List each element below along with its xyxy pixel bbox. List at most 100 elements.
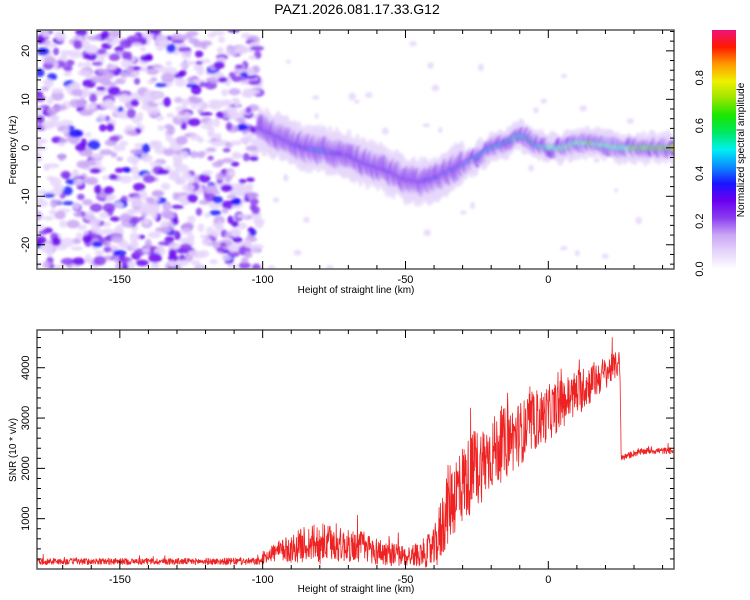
noise-blob — [168, 242, 181, 250]
spectrogram-marks — [37, 30, 674, 269]
noise-blob — [89, 93, 98, 103]
noise-blob — [231, 97, 240, 104]
noise-blob — [60, 170, 71, 179]
noise-blob — [614, 188, 619, 193]
noise-blob — [155, 82, 168, 88]
noise-blob — [130, 98, 140, 107]
colorbar-tick-label: 0.2 — [694, 214, 706, 229]
noise-blob — [59, 119, 74, 127]
noise-blob — [191, 97, 204, 104]
noise-blob — [77, 224, 88, 231]
noise-blob — [44, 56, 56, 65]
noise-blob — [237, 222, 248, 230]
noise-blob — [37, 137, 44, 144]
noise-blob — [102, 202, 116, 213]
noise-blob — [235, 64, 244, 70]
noise-blob — [230, 161, 240, 167]
noise-blob — [427, 62, 434, 69]
noise-blob — [207, 155, 214, 161]
noise-blob — [230, 229, 240, 238]
noise-blob — [219, 100, 232, 107]
noise-blob — [45, 163, 60, 169]
noise-blob — [82, 198, 93, 206]
noise-blob — [209, 259, 218, 265]
noise-blob — [59, 220, 68, 228]
noise-blob — [218, 36, 226, 43]
noise-blob — [136, 36, 147, 43]
noise-blob — [381, 127, 389, 135]
noise-blob — [225, 231, 232, 239]
noise-blob — [187, 233, 195, 242]
noise-blob — [160, 182, 171, 191]
noise-blob — [251, 263, 261, 269]
noise-blob — [255, 84, 264, 89]
noise-blob — [202, 170, 213, 176]
noise-blob — [560, 73, 568, 79]
noise-blob — [37, 36, 46, 45]
noise-blob — [135, 259, 149, 267]
noise-blob — [231, 197, 242, 206]
noise-blob — [626, 118, 635, 124]
noise-blob — [54, 210, 66, 220]
noise-blob — [166, 112, 175, 118]
y-tick-label: 0 — [20, 145, 32, 151]
noise-blob — [250, 45, 265, 51]
noise-blob — [167, 125, 176, 135]
noise-blob — [247, 80, 261, 86]
noise-blob — [51, 91, 65, 101]
noise-blob — [240, 257, 249, 264]
noise-blob — [101, 42, 113, 50]
noise-blob — [249, 244, 261, 253]
noise-blob — [165, 60, 172, 67]
noise-blob — [91, 241, 103, 248]
noise-blob — [235, 45, 249, 55]
noise-blob — [110, 233, 124, 243]
noise-blob — [120, 262, 129, 269]
y-tick-label: -20 — [20, 237, 32, 253]
noise-blob — [37, 236, 47, 245]
noise-blob — [58, 153, 65, 162]
noise-blob — [72, 169, 79, 177]
noise-blob — [162, 97, 172, 107]
noise-blob — [200, 234, 209, 239]
noise-blob — [593, 157, 600, 163]
noise-blob — [94, 249, 105, 256]
noise-blob — [109, 135, 120, 142]
noise-blob — [190, 150, 198, 159]
noise-blob — [116, 156, 124, 162]
noise-blob — [119, 39, 133, 49]
noise-blob — [460, 210, 467, 215]
noise-blob — [162, 201, 172, 211]
noise-blob — [238, 178, 247, 184]
x-tick-label: -150 — [109, 574, 131, 586]
noise-blob — [101, 30, 110, 40]
noise-blob — [139, 54, 152, 62]
noise-blob — [216, 221, 224, 230]
noise-blob — [84, 147, 93, 158]
noise-blob — [99, 149, 113, 156]
noise-blob — [216, 247, 225, 252]
noise-blob — [60, 237, 74, 248]
noise-blob — [178, 243, 192, 252]
noise-blob — [89, 203, 103, 213]
noise-blob — [196, 151, 206, 159]
noise-blob — [175, 114, 184, 120]
noise-blob — [142, 174, 156, 184]
noise-blob — [115, 224, 124, 235]
noise-blob — [303, 216, 310, 223]
noise-blob — [164, 212, 175, 220]
noise-blob — [187, 250, 201, 257]
noise-blob — [37, 47, 50, 56]
noise-blob — [127, 64, 134, 75]
noise-blob — [204, 184, 218, 194]
noise-blob — [218, 76, 228, 83]
noise-blob — [225, 122, 233, 131]
noise-blob — [246, 192, 259, 199]
noise-blob — [181, 98, 189, 109]
noise-blob — [180, 121, 187, 130]
noise-blob — [119, 241, 129, 250]
noise-blob — [119, 140, 129, 147]
noise-blob — [107, 86, 121, 96]
noise-blob — [68, 129, 83, 138]
